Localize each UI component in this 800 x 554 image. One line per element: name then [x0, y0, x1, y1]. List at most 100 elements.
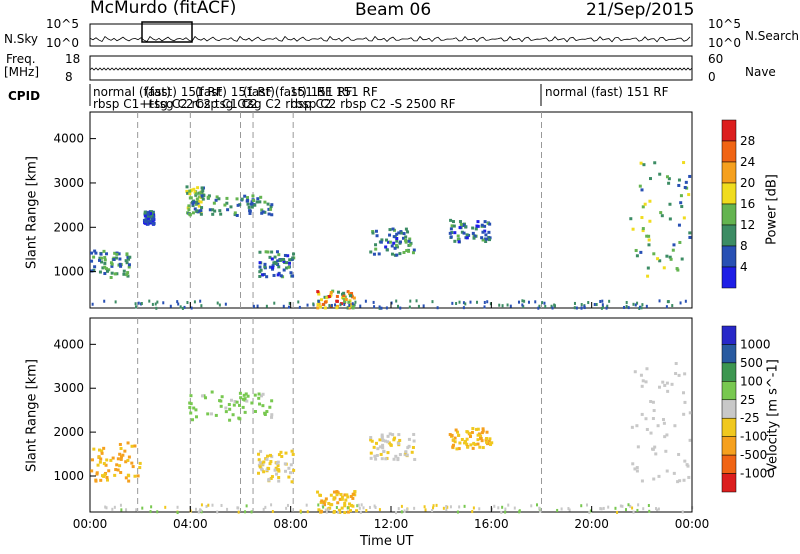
velocity-echo-region-4 — [369, 432, 417, 462]
cpid-seg-1-line2: rbsp C1+tsg C2 rbsp C1 C2 — [93, 97, 258, 111]
cpid-seg-4-line2: tsg C2 rbsp C2 — [243, 97, 332, 111]
power-echo-region-1 — [142, 210, 156, 226]
power-echo-region-7 — [448, 218, 492, 244]
nsky-label: N.Sky — [4, 32, 39, 46]
freq-trace — [89, 67, 693, 71]
velocity-echo-region-0 — [90, 441, 142, 483]
velocity-colorbar-tick-5: -100 — [740, 430, 767, 444]
velocity-colorbar-tick-3: 25 — [740, 393, 755, 407]
velocity-ylabel: Slant Range [km] — [24, 359, 40, 472]
x-tick-label-0: 00:00 — [73, 517, 108, 531]
x-axis-label: Time UT — [360, 534, 414, 549]
cpid-seg-3-line1: (fast) 151 RF — [195, 85, 273, 99]
power-echo-region-0 — [90, 249, 132, 279]
cpid-seg-5-line1: 151 RF 151 RF — [290, 85, 378, 99]
x-tick-label-4: 16:00 — [474, 517, 509, 531]
station-title: McMurdo (fitACF) — [90, 0, 237, 18]
nsky-tick-high: 10^5 — [46, 17, 79, 31]
power-ytick-label-0: 1000 — [53, 265, 84, 279]
nsky-tick-low: 10^0 — [46, 36, 79, 50]
velocity-colorbar-tick-2: 100 — [740, 374, 763, 388]
nsearch-label: N.Search — [745, 29, 800, 43]
beam-title: Beam 06 — [355, 0, 432, 20]
power-colorbar-label: Power [dB] — [764, 174, 780, 245]
velocity-colorbar-swatch-8 — [721, 473, 737, 493]
nsky-highlight-box — [141, 21, 193, 43]
cpid-seg-4-line1: (fast)(fast) 151 RF — [243, 85, 353, 99]
cpid-seg-1-line1: normal (fast) — [93, 85, 171, 99]
nave-tick-high: 60 — [708, 52, 724, 66]
x-tick-label-3: 12:00 — [374, 517, 409, 531]
power-colorbar-tick-4: 20 — [740, 176, 755, 190]
power-ytick-label-3: 4000 — [53, 132, 84, 146]
power-colorbar-swatch-5 — [721, 224, 737, 247]
nave-tick-low: 0 — [708, 70, 716, 84]
velocity-colorbar-swatch-2 — [721, 362, 737, 382]
power-colorbar-swatch-1 — [721, 140, 737, 163]
power-ytick-label-1: 2000 — [53, 220, 84, 234]
x-tick-label-2: 08:00 — [273, 517, 308, 531]
velocity-colorbar-swatch-1 — [721, 344, 737, 364]
velocity-colorbar-tick-7: -1000 — [740, 467, 775, 481]
nsky-strip — [89, 23, 693, 47]
power-echo-region-6 — [369, 227, 416, 257]
power-colorbar-tick-5: 24 — [740, 155, 755, 169]
summary-strips — [89, 21, 693, 106]
power-colorbar-tick-1: 8 — [740, 239, 748, 253]
velocity-ytick-label-1: 2000 — [53, 425, 84, 439]
velocity-colorbar-swatch-0 — [721, 325, 737, 345]
velocity-ytick-label-2: 3000 — [53, 381, 84, 395]
power-colorbar-swatch-3 — [721, 182, 737, 205]
velocity-echo-region-5 — [448, 427, 494, 451]
velocity-ytick-label-0: 1000 — [53, 469, 84, 483]
velocity-ytick-label-3: 4000 — [53, 337, 84, 351]
power-colorbar-swatch-0 — [721, 119, 737, 142]
velocity-panel: 1000 2000 3000 4000 1000 500 100 25 -25 -100 -500 -… — [53, 317, 775, 531]
velocity-echo-region-1 — [188, 390, 274, 422]
power-near-range-scatter — [91, 299, 687, 310]
freq-unit-label: [MHz] — [4, 65, 40, 79]
power-colorbar-swatch-6 — [721, 245, 737, 268]
power-panel: 1000 2000 3000 4000 4 8 12 16 20 24 28 — [53, 111, 755, 310]
velocity-colorbar-tick-1: 500 — [740, 356, 763, 370]
cpid-seg-3-line2: C2 tsg C2 — [195, 97, 254, 111]
velocity-colorbar-tick-4: -25 — [740, 411, 760, 425]
date-title: 21/Sep/2015 — [586, 0, 695, 20]
cpid-label: CPID — [8, 89, 41, 103]
power-colorbar-tick-6: 28 — [740, 134, 755, 148]
freq-tick-low: 8 — [65, 70, 73, 84]
velocity-colorbar-tick-0: 1000 — [740, 337, 771, 351]
x-tick-label-6: 00:00 — [675, 517, 710, 531]
power-echo-region-8 — [629, 161, 692, 278]
nave-label: Nave — [745, 65, 776, 79]
velocity-colorbar-swatch-4 — [721, 399, 737, 419]
velocity-colorbar-swatch-7 — [721, 454, 737, 474]
power-colorbar-swatch-2 — [721, 161, 737, 184]
power-echo-region-3 — [206, 194, 274, 217]
velocity-colorbar-swatch-5 — [721, 417, 737, 437]
power-colorbar-tick-0: 4 — [740, 260, 748, 274]
velocity-colorbar-tick-6: -500 — [740, 448, 767, 462]
power-colorbar-swatch-4 — [721, 203, 737, 226]
power-colorbar-tick-3: 16 — [740, 197, 755, 211]
cpid-seg-2-line2: +tsg C2 — [145, 97, 194, 111]
power-colorbar-swatch-7 — [721, 266, 737, 289]
x-tick-label-5: 20:00 — [574, 517, 609, 531]
freq-label: Freq. — [6, 52, 36, 66]
cpid-seg-5-line2: rbsp C2 rbsp C2 -S 2500 RF — [290, 97, 456, 111]
noise-trace — [89, 35, 691, 43]
power-ylabel: Slant Range [km] — [24, 156, 40, 269]
velocity-echo-region-6 — [630, 362, 692, 484]
power-plot-frame — [89, 111, 693, 309]
power-colorbar-tick-2: 12 — [740, 218, 755, 232]
velocity-colorbar-label: Velocity [m s^-1] — [765, 359, 781, 472]
nsearch-tick-low: 10^0 — [708, 36, 741, 50]
freq-tick-high: 18 — [65, 52, 81, 66]
x-tick-label-1: 04:00 — [173, 517, 208, 531]
velocity-plot-frame — [89, 317, 693, 513]
velocity-colorbar-swatch-6 — [721, 436, 737, 456]
power-echo-region-2 — [185, 185, 206, 217]
power-ytick-label-2: 3000 — [53, 176, 84, 190]
nsearch-tick-high: 10^5 — [708, 17, 741, 31]
